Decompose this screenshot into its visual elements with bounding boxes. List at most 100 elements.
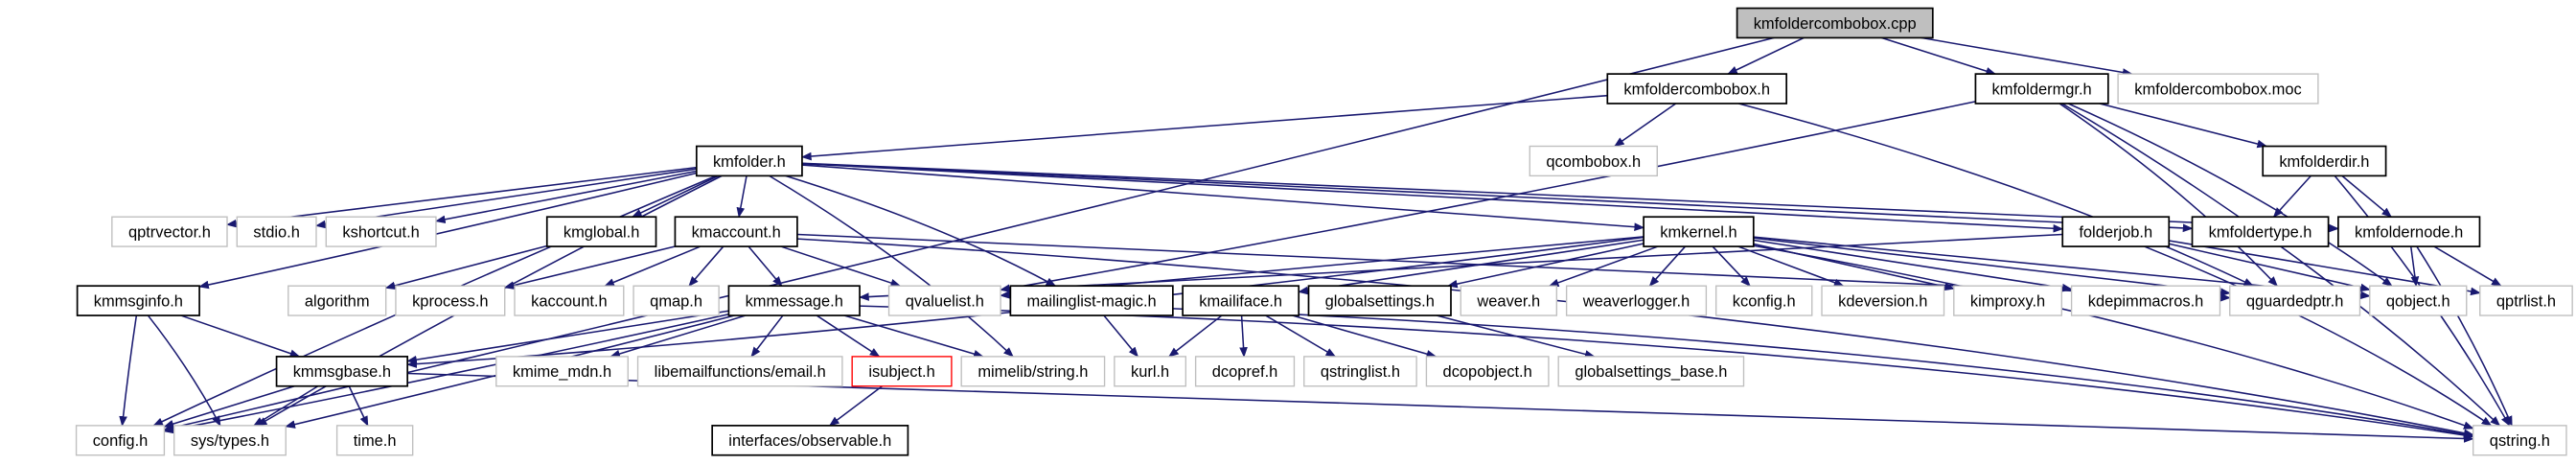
node-kmglobal-h[interactable]: kmglobal.h: [545, 216, 657, 247]
node-label: globalsettings.h: [1325, 292, 1435, 310]
node-kmfoldernode-h[interactable]: kmfoldernode.h: [2337, 216, 2481, 247]
node-kmfoldermgr-h[interactable]: kmfoldermgr.h: [1974, 73, 2109, 105]
node-kprocess-h: kprocess.h: [395, 285, 506, 316]
edge-kmmsgbase-h-to-time-h: [348, 385, 369, 427]
edge-kmaccount-h-to-qmap-h: [688, 245, 724, 288]
node-kmmsgbase-h[interactable]: kmmsgbase.h: [275, 356, 409, 387]
node-box: [2229, 285, 2361, 316]
edge-kmmsginfo-h-to-config-h: [119, 314, 138, 427]
edge-kmailiface-h-to-qstringlist-h: [1265, 314, 1337, 358]
node-kshortcut-h: kshortcut.h: [325, 216, 437, 247]
node-label: config.h: [93, 432, 149, 450]
node-kmfolderdir-h[interactable]: kmfolderdir.h: [2262, 145, 2387, 177]
node-box: [2337, 216, 2481, 247]
node-box: [727, 285, 861, 316]
edge-mailinglist-magic-h-to-kurl-h: [1103, 314, 1139, 358]
node-label: mailinglist-magic.h: [1027, 292, 1157, 310]
node-kimproxy-h: kimproxy.h: [1953, 285, 2063, 316]
node-box: [395, 285, 506, 316]
node-label: globalsettings_base.h: [1575, 363, 1727, 381]
node-label: kaccount.h: [531, 292, 608, 310]
node-box: [674, 216, 798, 247]
edge-kmfolder-h-to-mimelib-string-h: [769, 174, 1014, 358]
node-kmmessage-h[interactable]: kmmessage.h: [727, 285, 861, 316]
edge-kmfolder-h-to-mailinglist-magic-h: [785, 174, 1057, 287]
node-box: [1565, 285, 1708, 316]
node-label: weaverlogger.h: [1582, 292, 1690, 310]
node-box: [514, 285, 625, 316]
node-label: kmfolderdir.h: [2279, 153, 2369, 171]
edge-kmfoldernode-h-to-qptrlist-h: [2433, 245, 2502, 287]
node-mimelib-string-h: mimelib/string.h: [960, 356, 1106, 387]
node-sys-types-h: sys/types.h: [173, 425, 287, 456]
node-kmfoldercombobox-cpp[interactable]: kmfoldercombobox.cpp: [1736, 7, 1934, 39]
node-libemailfunctions-email-h: libemailfunctions/email.h: [636, 356, 843, 387]
node-box: [325, 216, 437, 247]
node-mailinglist-magic-h[interactable]: mailinglist-magic.h: [1009, 285, 1174, 316]
node-label: kmfoldermgr.h: [1992, 81, 2092, 98]
node-label: kmailiface.h: [1199, 292, 1282, 310]
node-box: [1529, 145, 1658, 177]
edge-kmfoldermgr-h-to-qstring-h: [2061, 103, 2501, 427]
node-dcopref-h: dcopref.h: [1194, 356, 1296, 387]
node-box: [1303, 356, 1417, 387]
node-label: qmap.h: [650, 292, 702, 310]
node-box: [75, 425, 166, 456]
edge-kmaccount-h-to-qstring-h: [796, 238, 2474, 437]
node-label: kprocess.h: [412, 292, 488, 310]
node-kmfolder-h[interactable]: kmfolder.h: [695, 145, 803, 177]
node-label: kconfig.h: [1733, 292, 1796, 310]
edge-kmfoldercombobox-cpp-to-kmfoldercombobox-h: [1727, 36, 1805, 75]
edge-mailinglist-magic-h-to-qstring-h: [1172, 308, 2474, 439]
node-label: kmmsginfo.h: [94, 292, 183, 310]
node-label: kmfoldercombobox.moc: [2134, 81, 2302, 98]
node-globalsettings-h[interactable]: globalsettings.h: [1307, 285, 1452, 316]
node-kmfoldercombobox-h[interactable]: kmfoldercombobox.h: [1606, 73, 1788, 105]
node-label: kmmsgbase.h: [293, 363, 391, 381]
node-box: [632, 285, 720, 316]
node-label: kmfoldercombobox.cpp: [1754, 15, 1917, 33]
node-label: sys/types.h: [191, 432, 269, 450]
node-label: kmkernel.h: [1660, 223, 1736, 241]
node-box: [2191, 216, 2330, 247]
node-kdeversion-h: kdeversion.h: [1821, 285, 1945, 316]
edge-kmfoldercombobox-cpp-to-kmfoldercombobox-moc: [1920, 36, 2133, 77]
node-globalsettings-base-h: globalsettings_base.h: [1557, 356, 1745, 387]
node-box: [335, 425, 414, 456]
node-kmailiface-h[interactable]: kmailiface.h: [1182, 285, 1300, 316]
edge-kmfoldernode-h-to-qobject-h: [2409, 245, 2420, 288]
node-label: isubject.h: [868, 363, 934, 381]
edge-kmaccount-h-to-kaccount-h: [604, 245, 702, 287]
node-weaver-h: weaver.h: [1460, 285, 1558, 316]
node-label: kdepimmacros.h: [2088, 292, 2204, 310]
node-box: [1974, 73, 2109, 105]
node-kmfoldertype-h[interactable]: kmfoldertype.h: [2191, 216, 2330, 247]
node-stdio-h: stdio.h: [236, 216, 317, 247]
node-label: kmfoldernode.h: [2355, 223, 2463, 241]
node-label: kshortcut.h: [342, 223, 419, 241]
edge-kmmsgbase-h-to-sys-types-h: [253, 385, 319, 427]
node-kmmsginfo-h[interactable]: kmmsginfo.h: [76, 285, 200, 316]
node-label: kmfoldertype.h: [2209, 223, 2312, 241]
edge-isubject-h-to-interfaces-observable-h: [828, 385, 883, 427]
node-interfaces-observable-h[interactable]: interfaces/observable.h: [711, 425, 909, 456]
node-folderjob-h[interactable]: folderjob.h: [2061, 216, 2171, 247]
edge-kmfoldercombobox-cpp-to-kmfoldermgr-h: [1881, 36, 1997, 76]
node-label: dcopref.h: [1212, 363, 1278, 381]
edge-kmmsginfo-h-to-kmmsgbase-h: [180, 314, 301, 358]
node-kmkernel-h[interactable]: kmkernel.h: [1643, 216, 1755, 247]
node-box: [2070, 285, 2221, 316]
node-kmaccount-h[interactable]: kmaccount.h: [674, 216, 798, 247]
edge-folderjob-h-to-qobject-h: [2169, 243, 2371, 292]
node-box: [275, 356, 409, 387]
node-label: kmglobal.h: [564, 223, 640, 241]
node-label: kurl.h: [1131, 363, 1169, 381]
node-box: [960, 356, 1106, 387]
edge-kmfoldercombobox-h-to-qcombobox-h: [1613, 103, 1677, 148]
node-box: [1606, 73, 1788, 105]
node-dcopobject-h: dcopobject.h: [1425, 356, 1550, 387]
node-box: [2369, 285, 2468, 316]
node-kmfoldercombobox-moc: kmfoldercombobox.moc: [2117, 73, 2319, 105]
node-box: [636, 356, 843, 387]
node-isubject-h: isubject.h: [851, 356, 953, 387]
